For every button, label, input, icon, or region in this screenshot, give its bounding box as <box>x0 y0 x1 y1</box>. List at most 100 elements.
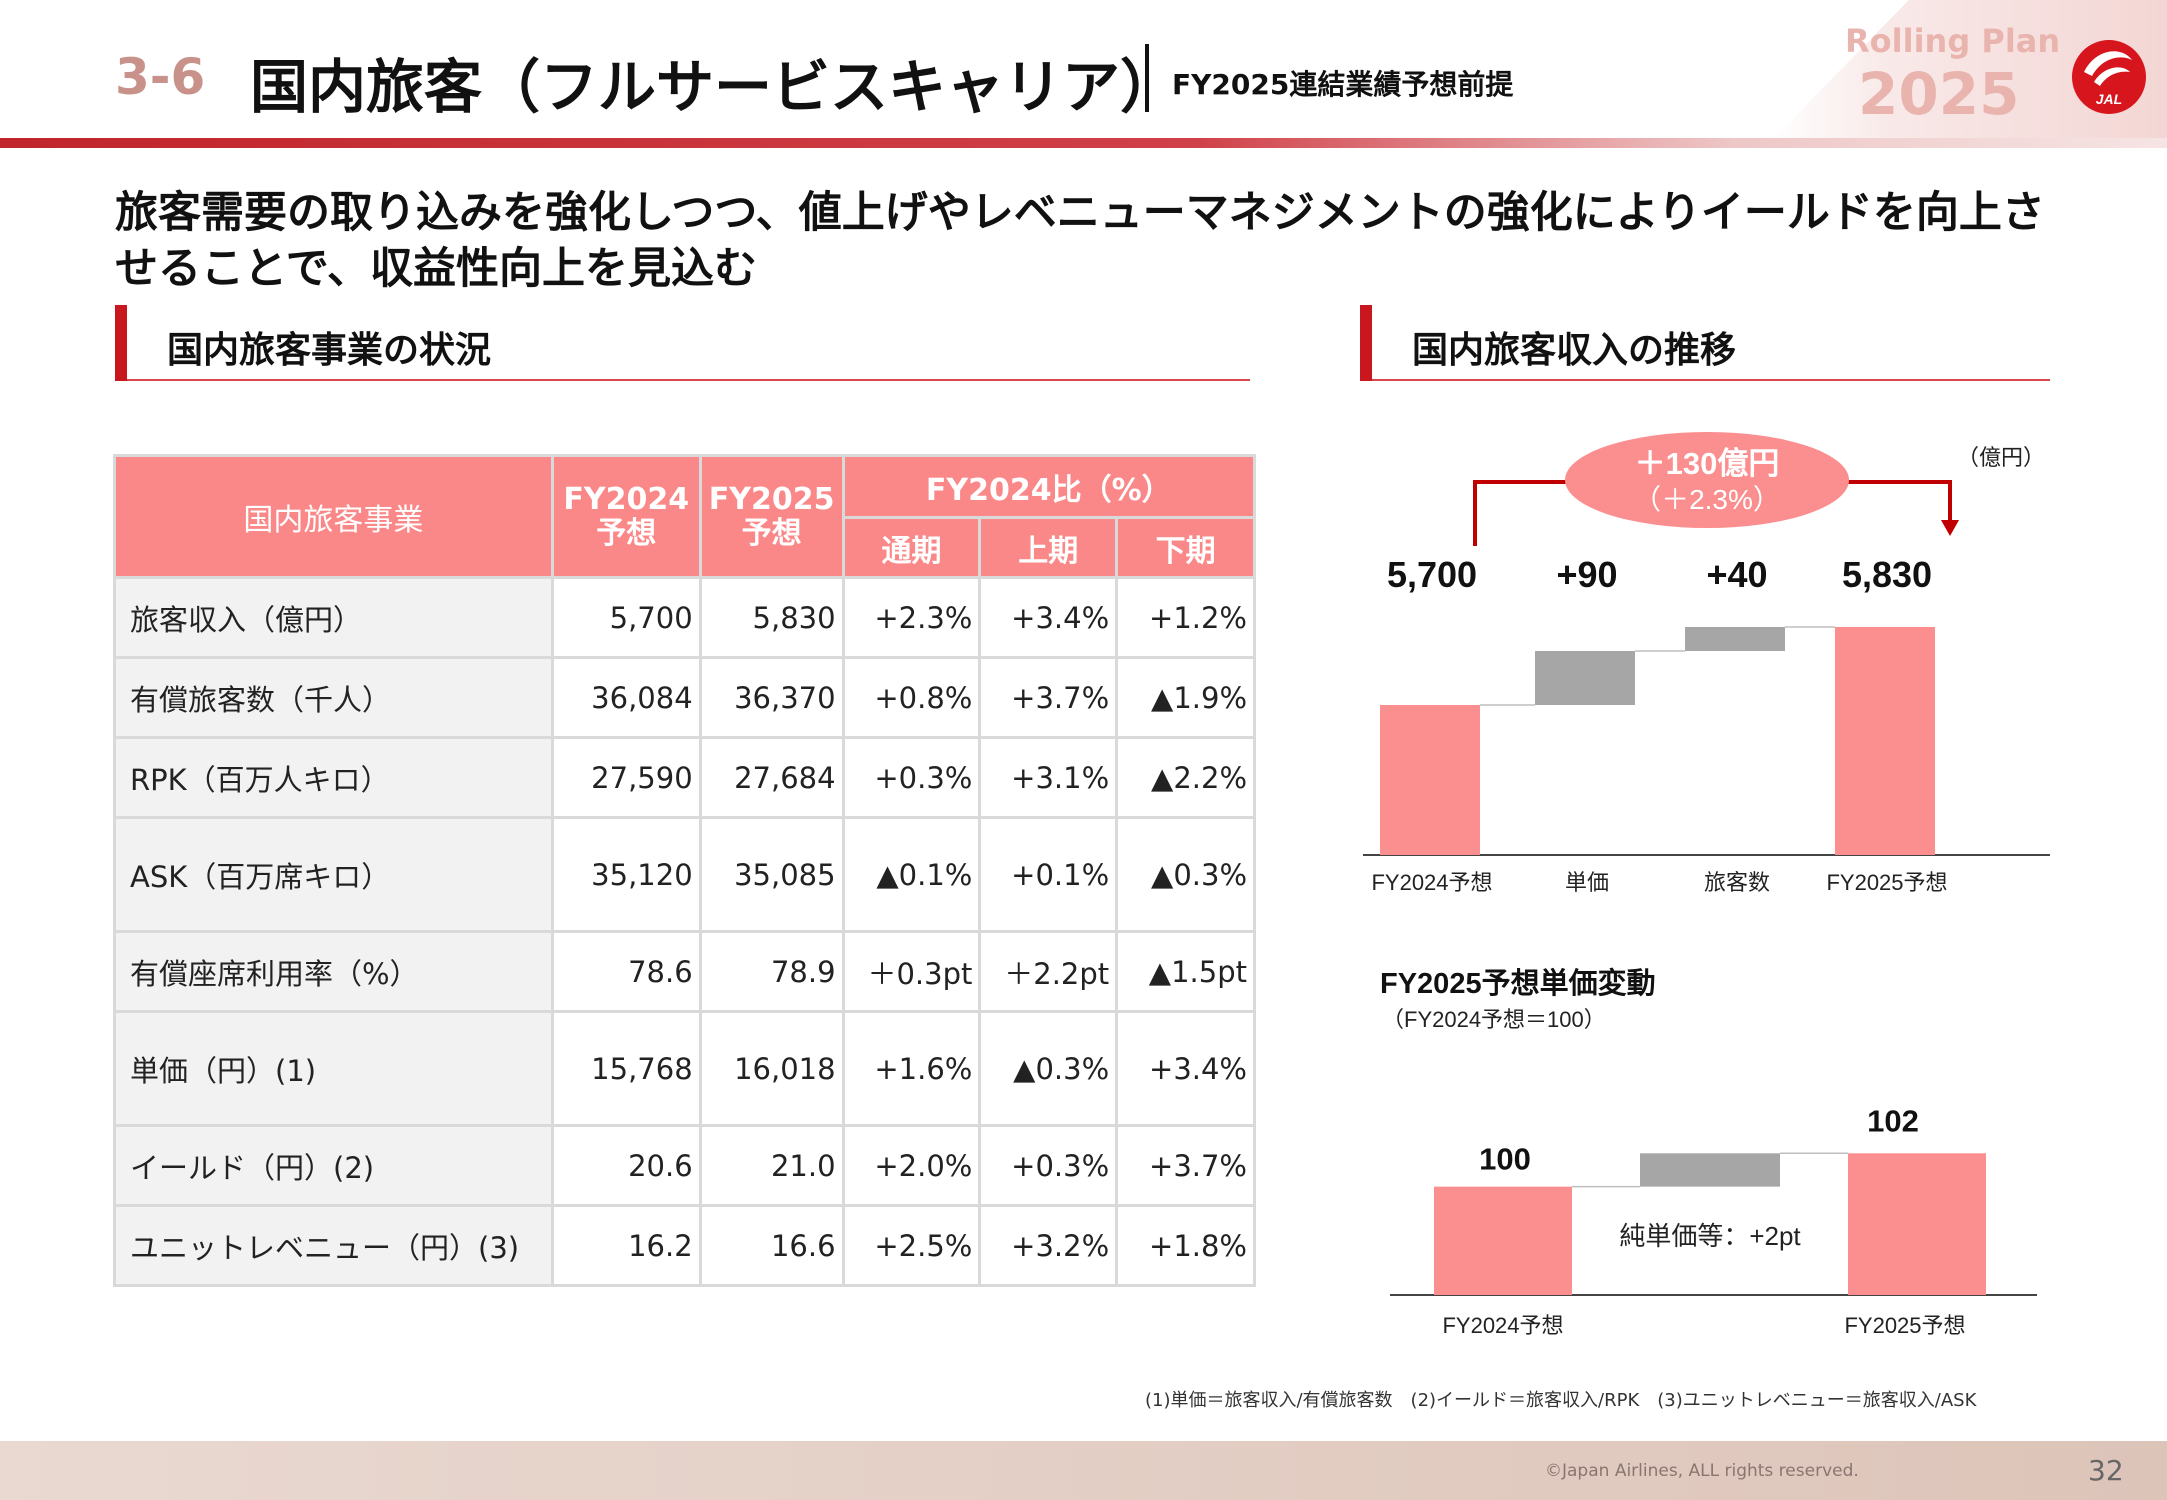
cell-second-half: +3.7% <box>1115 1124 1256 1207</box>
cell-fy2025: 35,085 <box>698 816 845 933</box>
cell-first-half: +0.3% <box>978 1124 1119 1207</box>
waterfall-bar <box>1685 627 1785 651</box>
callout-percent: （＋2.3%） <box>1633 484 1781 515</box>
bar-fy2025 <box>1848 1153 1986 1295</box>
value-label: +40 <box>1706 554 1767 595</box>
cell-second-half: +1.2% <box>1115 576 1256 659</box>
change-bracket-right <box>1845 480 1952 520</box>
section-title: 国内旅客事業の状況 <box>167 330 492 371</box>
cell-fy2025: 78.9 <box>698 930 845 1013</box>
cell-fy2025: 36,370 <box>698 656 845 739</box>
cell-first-half: +3.7% <box>978 656 1119 739</box>
page-number: 32 <box>2088 1454 2124 1487</box>
cell-fy2024: 5,700 <box>550 576 702 659</box>
row-label: 単価（円）(1) <box>113 1010 554 1127</box>
cell-fy2024: 36,084 <box>550 656 702 739</box>
category-label: 旅客数 <box>1704 870 1770 895</box>
revenue-waterfall-chart: （億円） 5,700 FY2024予想 +90 単価 +40 旅客数 5,830 FY2025予… <box>1363 432 2050 895</box>
header-fy2024: FY2024 予想 <box>550 454 702 579</box>
cell-fy2025: 16.6 <box>698 1204 845 1287</box>
cell-fy2024: 16.2 <box>550 1204 702 1287</box>
value-label: 5,700 <box>1387 554 1477 595</box>
section-marker <box>1360 305 1372 381</box>
cell-fy2025: 5,830 <box>698 576 845 659</box>
value-label: 5,830 <box>1842 554 1932 595</box>
category-label: FY2024予想 <box>1442 1313 1563 1338</box>
chart-title: FY2025予想単価変動 <box>1380 966 1656 1000</box>
header-business: 国内旅客事業 <box>113 454 554 579</box>
bar-net-price-change <box>1640 1153 1780 1187</box>
copyright: ©Japan Airlines, ALL rights reserved. <box>1545 1461 1859 1481</box>
cell-full-year: +2.0% <box>841 1124 982 1207</box>
rolling-plan-label: Rolling Plan <box>1845 22 2061 60</box>
section-number: 3-6 <box>115 48 206 106</box>
cell-first-half: +0.1% <box>978 816 1119 933</box>
cell-fy2025: 16,018 <box>698 1010 845 1127</box>
jal-logo: JAL <box>2072 40 2146 114</box>
change-note: 純単価等：+2pt <box>1619 1221 1801 1251</box>
cell-second-half: ▲1.9% <box>1115 656 1256 739</box>
cell-second-half: ▲2.2% <box>1115 736 1256 819</box>
header-second-half: 下期 <box>1115 516 1256 579</box>
cell-full-year: ▲0.1% <box>841 816 982 933</box>
cell-full-year: +2.5% <box>841 1204 982 1287</box>
cell-second-half: ▲0.3% <box>1115 816 1256 933</box>
section-header-revenue: 国内旅客収入の推移 <box>1360 305 2050 381</box>
cell-first-half: +3.1% <box>978 736 1119 819</box>
category-label: FY2025予想 <box>1826 870 1947 895</box>
row-label: ASK（百万席キロ） <box>113 816 554 933</box>
section-header-status: 国内旅客事業の状況 <box>115 305 1250 381</box>
title-divider <box>1145 44 1149 112</box>
table-row: ASK（百万席キロ） 35,120 35,085 ▲0.1% +0.1% ▲0.3% <box>113 816 1256 933</box>
cell-full-year: +0.3% <box>841 736 982 819</box>
footnote: (1)単価＝旅客収入/有償旅客数 (2)イールド＝旅客収入/RPK (3)ユニッ… <box>1145 1390 1977 1411</box>
table-row: 単価（円）(1) 15,768 16,018 +1.6% ▲0.3% +3.4% <box>113 1010 1256 1127</box>
cell-fy2025: 27,684 <box>698 736 845 819</box>
table-row: 旅客収入（億円） 5,700 5,830 +2.3% +3.4% +1.2% <box>113 576 1256 659</box>
domestic-passenger-table: 国内旅客事業 FY2024 予想 FY2025 予想 FY2024比（%） 通期… <box>113 454 1257 1287</box>
bar-fy2024 <box>1434 1186 1572 1295</box>
section-marker <box>115 305 127 381</box>
header-rule <box>0 138 2167 148</box>
row-label: 有償座席利用率（%） <box>113 930 554 1013</box>
category-label: 単価 <box>1565 870 1609 895</box>
table-row: イールド（円）(2) 20.6 21.0 +2.0% +0.3% +3.7% <box>113 1124 1256 1207</box>
cell-first-half: +3.2% <box>978 1204 1119 1287</box>
chart-subtitle: （FY2024予想＝100） <box>1382 1007 1606 1032</box>
row-label: ユニットレベニュー（円）(3) <box>113 1204 554 1287</box>
footer-band <box>0 1441 2167 1500</box>
waterfall-bar <box>1380 705 1480 855</box>
cell-fy2024: 15,768 <box>550 1010 702 1127</box>
section-title: 国内旅客収入の推移 <box>1412 330 1737 371</box>
category-label: FY2024予想 <box>1371 870 1492 895</box>
page-subtitle: FY2025連結業績予想前提 <box>1172 68 1514 101</box>
headline: 旅客需要の取り込みを強化しつつ、値上げやレベニューマネジメントの強化によりイール… <box>115 188 2045 294</box>
value-label: 100 <box>1479 1142 1531 1177</box>
cell-first-half: +3.4% <box>978 576 1119 659</box>
cell-full-year: +1.6% <box>841 1010 982 1127</box>
table-row: 有償座席利用率（%） 78.6 78.9 ＋0.3pt ＋2.2pt ▲1.5pt <box>113 930 1256 1013</box>
unit-price-chart: FY2025予想単価変動 （FY2024予想＝100） 100 102 純単価等：+2p… <box>1380 966 2037 1338</box>
row-label: イールド（円）(2) <box>113 1124 554 1207</box>
header-fy2025: FY2025 予想 <box>698 454 845 579</box>
cell-second-half: +1.8% <box>1115 1204 1256 1287</box>
table-row: 有償旅客数（千人） 36,084 36,370 +0.8% +3.7% ▲1.9% <box>113 656 1256 739</box>
value-label: +90 <box>1556 554 1617 595</box>
cell-first-half: ▲0.3% <box>978 1010 1119 1127</box>
category-label: FY2025予想 <box>1844 1313 1965 1338</box>
cell-fy2024: 35,120 <box>550 816 702 933</box>
row-label: RPK（百万人キロ） <box>113 736 554 819</box>
header-first-half: 上期 <box>978 516 1119 579</box>
cell-fy2024: 20.6 <box>550 1124 702 1207</box>
cell-fy2024: 78.6 <box>550 930 702 1013</box>
unit-label: （億円） <box>1957 445 2045 470</box>
change-arrowhead <box>1941 520 1959 536</box>
rolling-plan-year: 2025 <box>1858 60 2020 128</box>
cell-full-year: +0.8% <box>841 656 982 739</box>
cell-fy2025: 21.0 <box>698 1124 845 1207</box>
logo-text: JAL <box>2096 91 2122 107</box>
header-full-year: 通期 <box>841 516 982 579</box>
waterfall-bar <box>1835 627 1935 855</box>
callout-amount: ＋130億円 <box>1635 446 1780 481</box>
cell-first-half: ＋2.2pt <box>978 930 1119 1013</box>
